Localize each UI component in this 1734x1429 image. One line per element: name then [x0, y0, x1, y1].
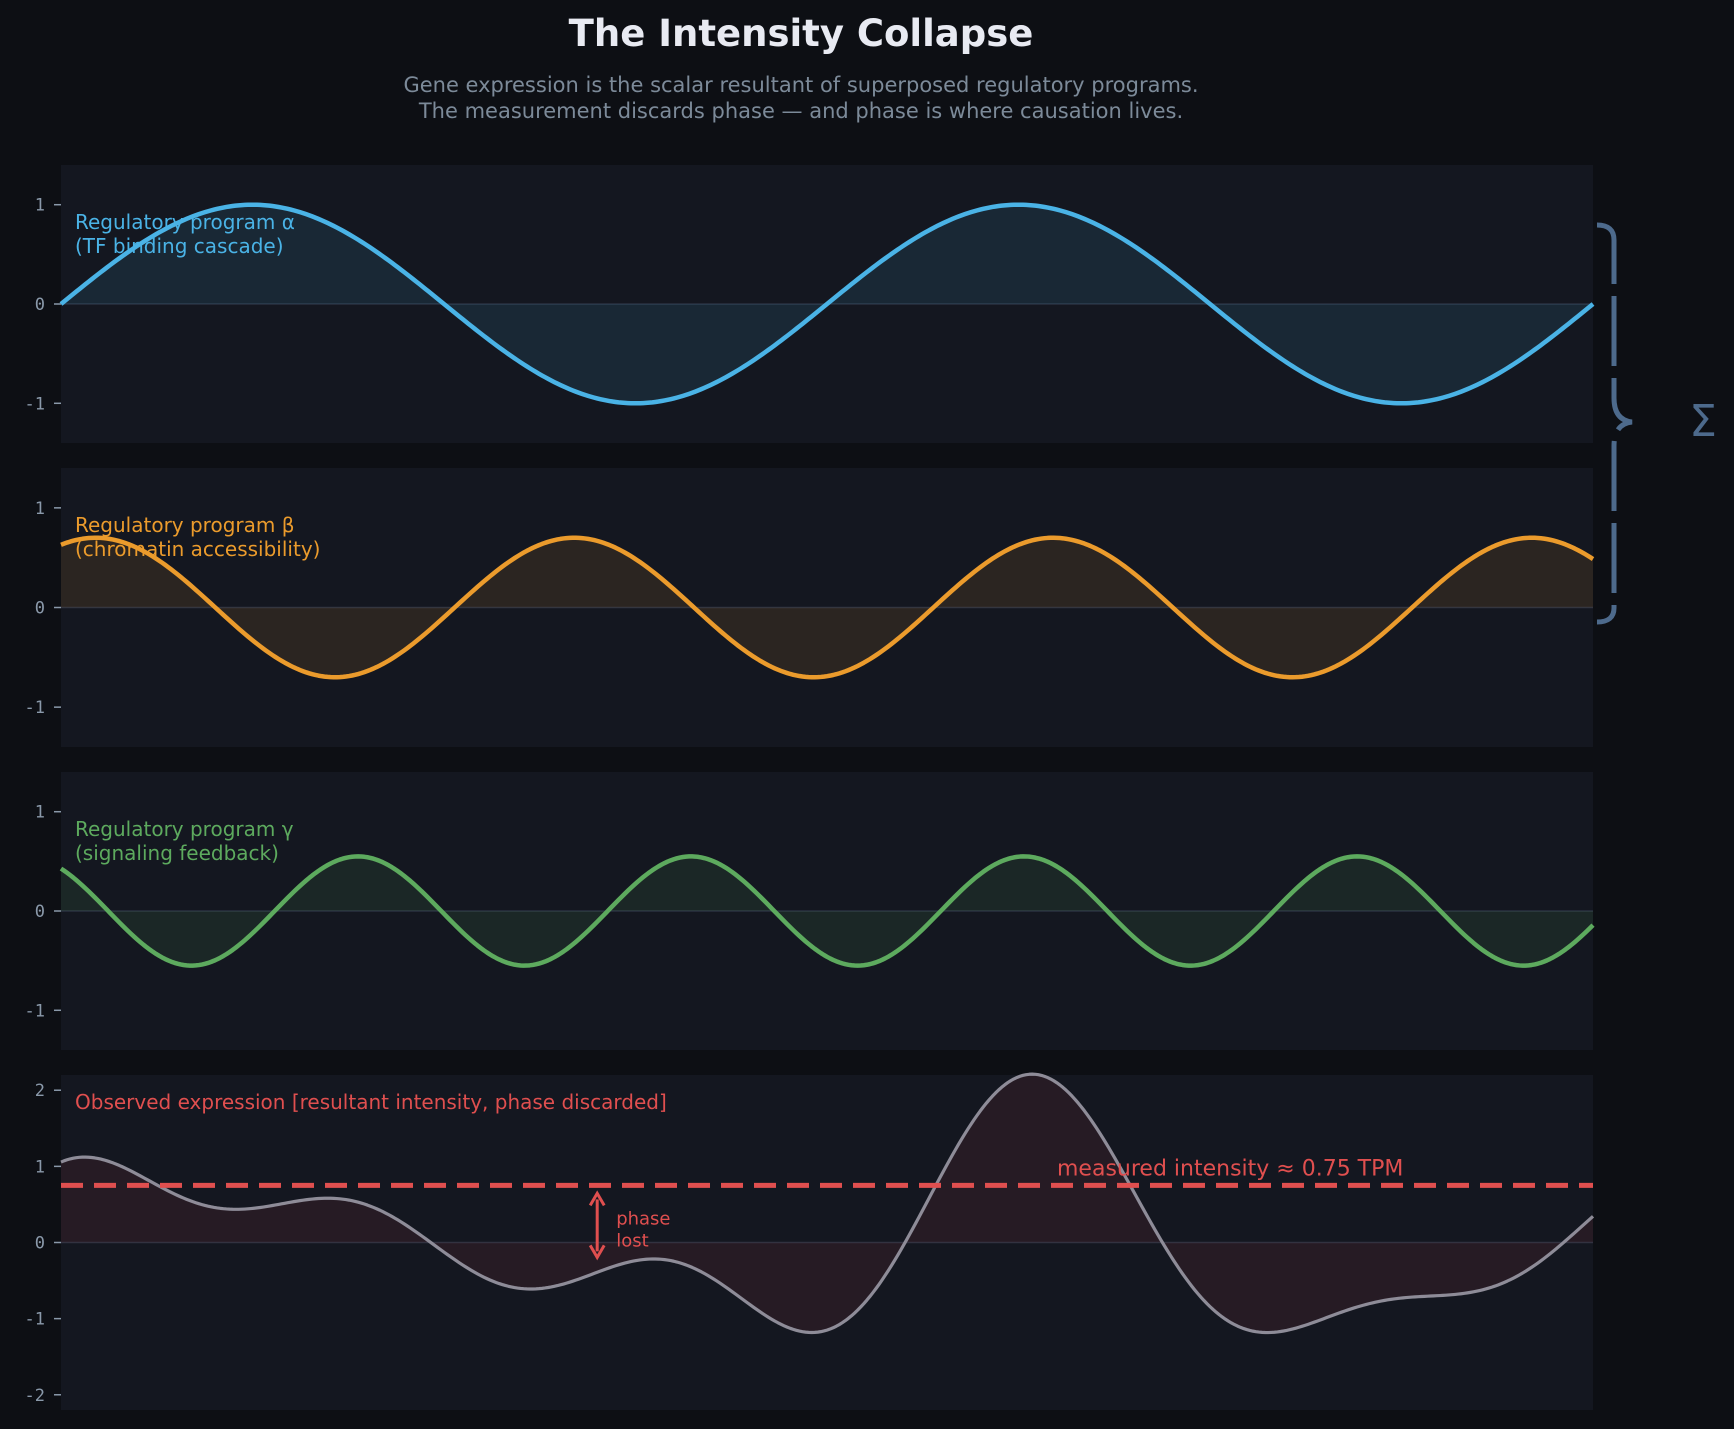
y-tick-label: 0	[35, 1234, 45, 1254]
series-line-beta	[60, 535, 1595, 680]
arrow-head-up	[588, 1190, 606, 1207]
y-tick-label: 1	[35, 1157, 45, 1177]
sum-brace	[1596, 222, 1633, 625]
y-tick-label: -1	[25, 698, 45, 718]
subtitle-line-1: Gene expression is the scalar resultant …	[403, 73, 1198, 97]
panel-label-line: (signaling feedback)	[75, 841, 279, 865]
panel-2: 1 0 -1 Regulatory program β(chromatin acces…	[25, 468, 1595, 747]
y-tick-label: -1	[25, 394, 45, 414]
panel-label-line: Observed expression [resultant intensity…	[75, 1090, 667, 1114]
y-tick-label: 0	[35, 599, 45, 619]
y-tick-label: -1	[25, 1001, 45, 1021]
y-tick-label: 0	[35, 295, 45, 315]
y-tick-label: -2	[25, 1386, 45, 1406]
series-area-beta	[61, 537, 1593, 678]
figure-title: The Intensity Collapse	[569, 12, 1034, 55]
y-tick-label: 2	[35, 1081, 45, 1101]
series-area-observed	[61, 1074, 1593, 1333]
panel-1: 1 0 -1 Regulatory program α(TF binding casc…	[25, 165, 1595, 443]
sigma-label: Σ	[1689, 396, 1717, 447]
panel-3: 1 0 -1 Regulatory program γ(signaling feedb…	[25, 772, 1595, 1050]
series-line-alpha	[59, 202, 1595, 406]
panel-label-line: Regulatory program γ	[75, 817, 294, 841]
panel-label-line: (TF binding cascade)	[75, 234, 284, 258]
series-line-observed	[60, 1072, 1595, 1335]
arrow-head-down	[588, 1244, 606, 1261]
panels-group: 1 0 -1 Regulatory program α(TF binding casc…	[25, 165, 1595, 1410]
panel-4: 2 1 0 -1 -2 Observed expression [resultant in…	[25, 1072, 1595, 1410]
y-tick-label: 1	[35, 803, 45, 823]
panel-label-line: Regulatory program β	[75, 513, 294, 537]
series-area-gamma	[61, 856, 1593, 966]
panel-label-line: (chromatin accessibility)	[75, 537, 320, 561]
panel-label-line: Regulatory program α	[75, 210, 295, 234]
y-tick-label: -1	[25, 1310, 45, 1330]
phase-lost-label: lost	[616, 1230, 648, 1251]
y-tick-label: 1	[35, 499, 45, 519]
subtitle-line-2: The measurement discards phase — and pha…	[418, 99, 1183, 123]
series-line-gamma	[59, 854, 1595, 968]
phase-lost-label: phase	[616, 1208, 670, 1229]
y-tick-label: 0	[35, 902, 45, 922]
measured-intensity-label: measured intensity ≈ 0.75 TPM	[1057, 1156, 1403, 1181]
y-tick-label: 1	[35, 196, 45, 216]
